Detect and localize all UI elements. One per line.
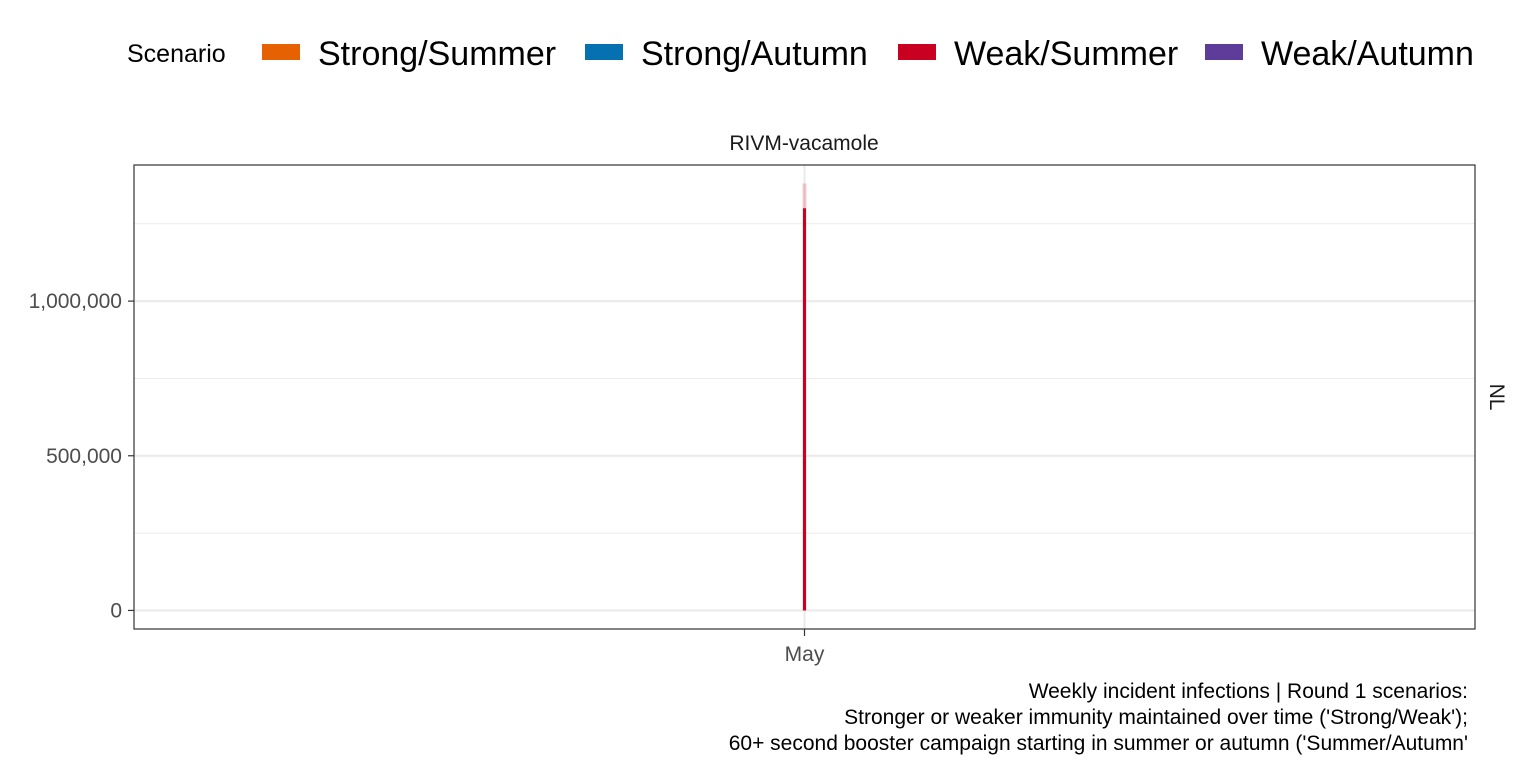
facet-label: NL — [1485, 384, 1508, 411]
y-tick-label-0: 0 — [110, 599, 122, 622]
caption: Weekly incident infections | Round 1 sce… — [729, 680, 1468, 755]
legend-label-1: Strong/Autumn — [641, 35, 868, 73]
legend-key-0 — [262, 44, 300, 60]
legend-key-1 — [585, 44, 623, 60]
panel-title: RIVM-vacamole — [729, 132, 878, 155]
plot-panel: 0 500,000 1,000,000 May — [29, 164, 1476, 666]
caption-line-2: 60+ second booster campaign starting in … — [729, 732, 1468, 755]
x-tick-label-0: May — [785, 643, 825, 666]
legend-label-0: Strong/Summer — [318, 35, 556, 73]
y-tick-label-1: 500,000 — [46, 445, 122, 468]
legend: Scenario Strong/Summer Strong/Autumn Weak/… — [127, 35, 1474, 73]
legend-key-2 — [898, 44, 936, 60]
legend-title: Scenario — [127, 40, 226, 68]
caption-line-0: Weekly incident infections | Round 1 sce… — [1029, 680, 1468, 703]
legend-key-3 — [1205, 44, 1243, 60]
legend-label-2: Weak/Summer — [954, 35, 1178, 73]
legend-label-3: Weak/Autumn — [1261, 35, 1474, 73]
caption-line-1: Stronger or weaker immunity maintained o… — [844, 706, 1468, 729]
y-tick-label-2: 1,000,000 — [29, 290, 122, 313]
